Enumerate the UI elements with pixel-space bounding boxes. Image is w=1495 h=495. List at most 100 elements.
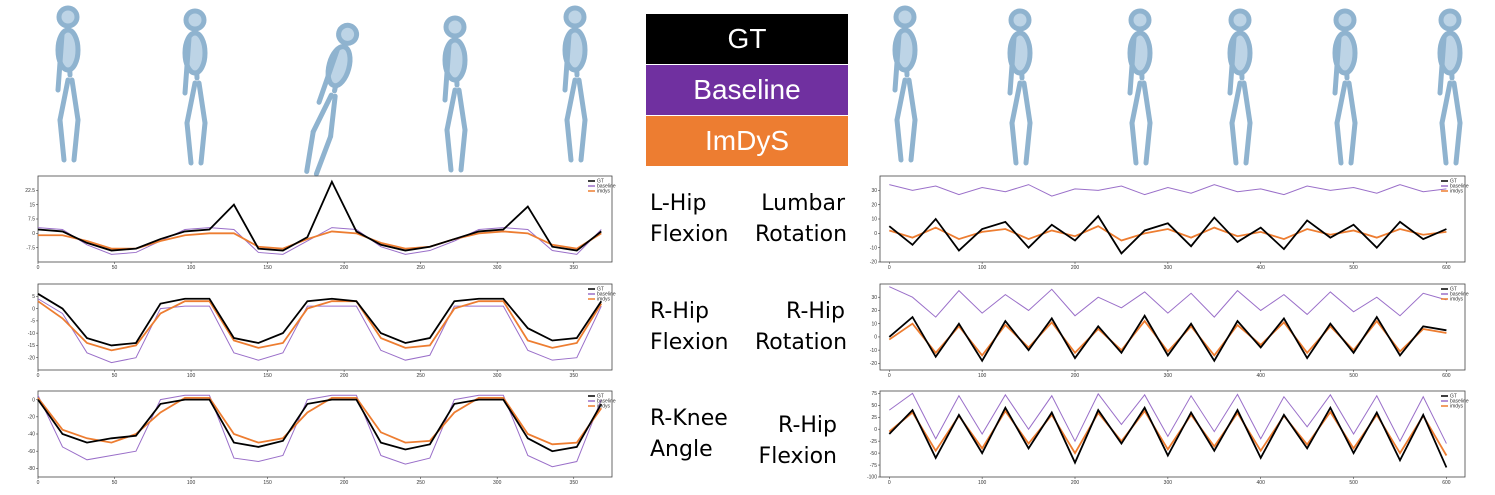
y-tick-label: 20 [871,308,877,314]
y-tick-label: -10 [28,331,35,337]
x-tick-label: 300 [493,265,502,271]
y-tick-label: 7.5 [28,217,35,223]
legend-label: imdys [1450,404,1464,410]
x-tick-label: 600 [1442,373,1451,379]
x-tick-label: 100 [187,480,196,486]
y-tick-label: 0 [874,231,877,237]
y-tick-label: -7.5 [26,245,35,251]
plot: -7.5 0 7.5 15 22.5 0 50 100 150 200 250 300 350 GTbas… [25,175,616,271]
y-tick-label: -10 [870,245,877,251]
series-line [889,225,1447,242]
x-tick-label: 500 [1349,265,1358,271]
y-tick-label: 30 [871,295,877,301]
x-tick-label: 250 [416,373,425,379]
legend-entry: GT [646,14,848,64]
legend-label: GT [1450,179,1457,185]
legend-label: baseline [1450,184,1469,190]
joint-label: R-Knee Angle [650,406,728,462]
x-tick-label: 0 [37,265,40,271]
y-tick-label: 50 [871,403,877,409]
legend-label: GT [1450,394,1457,400]
x-tick-label: 50 [112,265,118,271]
series-line [888,319,1447,357]
y-tick-label: 10 [871,321,877,327]
x-tick-label: 300 [493,373,502,379]
y-tick-label: 20 [871,202,877,208]
legend-label: imdys [1450,297,1464,303]
y-tick-label: -5 [31,319,36,325]
x-tick-label: 200 [1071,373,1080,379]
x-tick-label: 0 [888,480,891,486]
x-tick-label: 100 [187,373,196,379]
y-tick-label: -10 [870,348,877,354]
x-tick-label: 150 [263,480,272,486]
y-tick-label: 0 [874,427,877,433]
x-tick-label: 250 [416,265,425,271]
y-tick-label: -20 [870,260,877,266]
plot: -80 -60 -40 -20 0 0 50 100 150 200 250 300 350 GTbase… [28,390,616,486]
y-tick-label: -20 [870,361,877,367]
series-line [37,298,602,364]
series-line [37,179,602,252]
series-line [888,314,1447,363]
series-line [888,214,1447,255]
y-tick-label: 30 [871,188,877,194]
y-tick-label: 5 [32,294,35,300]
y-tick-label: -60 [28,449,35,455]
x-tick-label: 500 [1349,373,1358,379]
y-tick-label: -20 [28,355,35,361]
y-tick-label: 0 [32,306,35,312]
y-tick-label: -20 [28,415,35,421]
x-tick-label: 250 [416,480,425,486]
series-line [888,409,1448,456]
legend-label: baseline [597,292,616,298]
x-tick-label: 150 [263,373,272,379]
legend-entry: ImDyS [646,116,848,166]
joint-label: Lumbar Rotation [755,191,848,247]
x-tick-label: 100 [978,373,987,379]
legend-label: baseline [1450,292,1469,298]
x-tick-label: 300 [1164,480,1173,486]
y-tick-label: 0 [32,397,35,403]
y-tick-label: 25 [871,415,877,421]
series-line [37,398,603,453]
plot-frame [879,390,1466,478]
x-tick-label: 150 [263,265,272,271]
x-tick-label: 350 [570,480,579,486]
x-tick-label: 200 [1071,265,1080,271]
legend-label: baseline [597,184,616,190]
x-tick-label: 200 [340,480,349,486]
joint-label: R-Hip Flexion [758,413,837,469]
legend-label: GT [597,287,604,293]
x-tick-label: 100 [978,265,987,271]
series-line [889,286,1447,318]
x-tick-label: 300 [1164,265,1173,271]
legend-entry: Baseline [646,65,848,115]
x-tick-label: 50 [112,373,118,379]
legend-label: imdys [1450,189,1464,195]
series-line [888,405,1448,468]
plot: -100 -75 -50 -25 0 25 50 75 0 100 200 300 400 500 600 G… [867,390,1469,486]
x-tick-label: 100 [187,265,196,271]
legend-label: baseline [1450,399,1469,405]
y-tick-label: -75 [870,463,877,469]
y-tick-label: 15 [29,202,35,208]
x-tick-label: 0 [888,265,891,271]
y-tick-label: -25 [870,439,877,445]
x-tick-label: 350 [570,265,579,271]
joint-label: R-Hip Flexion [650,299,729,355]
joint-label: L-Hip Flexion [650,191,729,247]
y-tick-label: -40 [28,432,35,438]
y-tick-label: -80 [28,466,35,472]
x-tick-label: 350 [570,373,579,379]
x-tick-label: 0 [888,373,891,379]
x-tick-label: 0 [37,480,40,486]
legend-label: baseline [597,399,616,405]
x-tick-label: 200 [340,265,349,271]
series-line [889,184,1447,197]
x-tick-label: 600 [1442,480,1451,486]
